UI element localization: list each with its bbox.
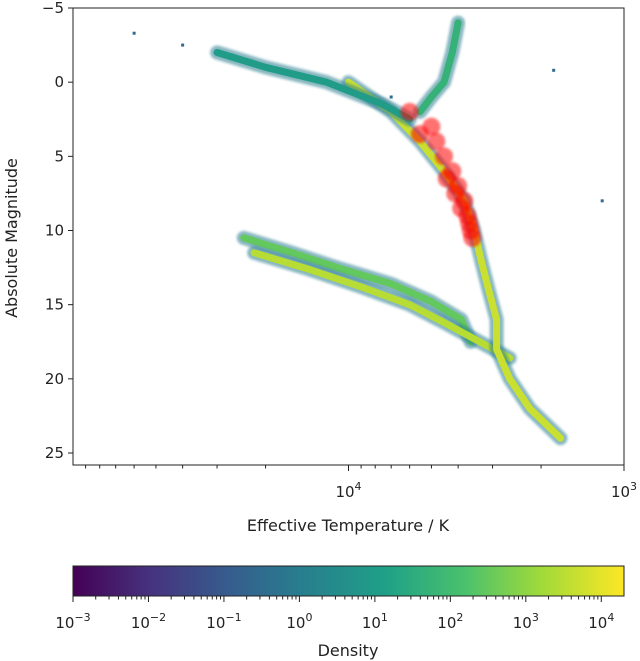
- overlay-point: [463, 228, 482, 247]
- overlay-point: [460, 214, 479, 233]
- colorbar-tick-label: 10−3: [55, 611, 90, 632]
- x-tick-label: 103: [611, 480, 637, 501]
- overlay-point: [411, 125, 430, 144]
- colorbar-tick-label: 103: [513, 611, 539, 632]
- density-track-3: [210, 45, 417, 127]
- overlay-point: [446, 184, 465, 203]
- density-track-core: [250, 249, 514, 362]
- colorbar-tick-label: 10−2: [131, 611, 166, 632]
- y-tick-label: 20: [45, 370, 64, 388]
- density-track-2: [341, 75, 568, 446]
- y-tick-label: 25: [45, 444, 64, 462]
- colorbar-tick-label: 10−1: [206, 611, 241, 632]
- colorbar-label: Density: [318, 641, 379, 660]
- colorbar: [72, 565, 625, 597]
- overlay-points: [400, 102, 482, 247]
- density-track-1: [247, 245, 517, 366]
- x-axis-label: Effective Temperature / K: [247, 516, 450, 535]
- overlay-point: [452, 199, 471, 218]
- colorbar-tick-label: 101: [362, 611, 388, 632]
- density-track-core: [213, 49, 414, 123]
- density-track-0: [236, 230, 478, 349]
- density-tracks: [210, 15, 568, 446]
- density-track-core: [240, 234, 475, 346]
- y-tick-label: 15: [45, 296, 64, 314]
- y-axis-ticks: −5 0 5 10 15 20 25: [42, 0, 73, 462]
- density-track-core: [416, 19, 462, 116]
- y-tick-label: 10: [45, 222, 64, 240]
- colorbar-tick-label: 104: [588, 611, 614, 632]
- colorbar-ticks: 10−3 10−2 10−1 100 101 102 103 104: [55, 596, 614, 632]
- density-track-4: [413, 15, 466, 119]
- y-tick-label: −5: [42, 0, 64, 17]
- y-tick-label: 5: [54, 147, 64, 165]
- sparse-point: [600, 199, 604, 203]
- y-axis-label: Absolute Magnitude: [2, 158, 21, 318]
- colorbar-tick-label: 100: [286, 611, 312, 632]
- overlay-point: [435, 147, 454, 166]
- overlay-point: [437, 169, 456, 188]
- x-axis-ticks: 104 103: [85, 465, 637, 501]
- density-track-halo: [247, 245, 517, 366]
- density-track-core: [345, 78, 564, 442]
- sparse-point: [389, 95, 393, 99]
- overlay-point: [427, 132, 446, 151]
- sparse-points: [132, 31, 604, 203]
- overlay-point: [400, 102, 419, 121]
- sparse-point: [181, 43, 185, 47]
- sparse-point: [132, 31, 136, 35]
- y-tick-label: 0: [54, 73, 64, 91]
- colorbar-tick-label: 102: [437, 611, 463, 632]
- density-track-halo: [341, 75, 568, 446]
- sparse-point: [552, 68, 556, 72]
- x-tick-label: 104: [335, 480, 361, 501]
